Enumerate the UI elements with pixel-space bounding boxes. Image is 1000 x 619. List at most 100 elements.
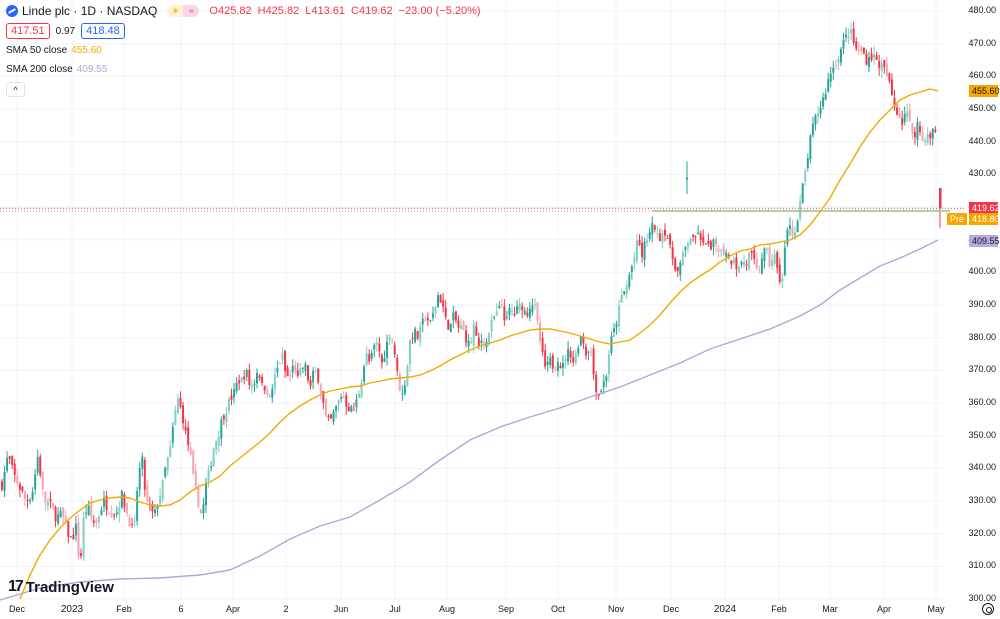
ohlc-change: −23.00 (−5.20%) (398, 5, 481, 17)
price-tick-label: 470.00 (968, 37, 996, 48)
candle-body (500, 304, 503, 306)
candle-body (3, 471, 6, 492)
candle-body (36, 457, 39, 473)
candle-body (41, 471, 44, 490)
sell-button[interactable]: 417.51 (6, 23, 50, 39)
last-price-tag: 419.62 (969, 202, 1000, 214)
candle-body (635, 240, 638, 261)
candle-body (625, 285, 628, 294)
sun-icon[interactable]: ☀ (167, 5, 184, 17)
candle-body (656, 232, 659, 234)
candle-body (707, 240, 710, 244)
candle-body (115, 512, 118, 515)
candle-body (896, 107, 899, 115)
candle-body (758, 269, 761, 272)
candle-body (595, 374, 598, 392)
candle-body (105, 495, 108, 510)
sma50-line (19, 88, 939, 600)
candle-body (97, 516, 100, 523)
candle-body (164, 467, 167, 477)
time-tick-label: Oct (550, 604, 566, 614)
candle-body (138, 468, 141, 490)
candle-body (143, 459, 146, 490)
candle-body (766, 248, 768, 250)
price-tick-label: 480.00 (968, 5, 996, 15)
candle-body (768, 247, 771, 267)
sma200-legend[interactable]: SMA 200 close 409.55 (6, 64, 108, 75)
candle-body (171, 426, 174, 443)
price-tick-label: 340.00 (968, 462, 996, 473)
candle-body (54, 507, 57, 522)
candle-body (110, 513, 113, 517)
candle-body (271, 389, 274, 399)
candle-body (261, 376, 264, 384)
candle-body (590, 351, 593, 353)
candle-body (291, 366, 294, 373)
candle-body (681, 252, 684, 266)
candle-body (753, 250, 756, 259)
candle-body (587, 351, 590, 353)
tradingview-mark-icon: 17 (8, 578, 24, 595)
tradingview-logo[interactable]: 17 TradingView (8, 578, 114, 596)
gear-icon[interactable] (982, 603, 994, 615)
candle-body (613, 328, 615, 333)
candle-body (358, 393, 360, 398)
candle-body (549, 357, 552, 366)
candle-body (748, 252, 751, 270)
candle-body (184, 426, 187, 431)
candle-body (651, 223, 654, 235)
candle-body (503, 306, 506, 321)
candle-body (222, 415, 225, 420)
candle-body (233, 389, 236, 398)
candle-body (434, 306, 437, 314)
candle-body (638, 239, 641, 246)
candle-body (108, 512, 111, 514)
candle-body (322, 391, 325, 403)
wave-icon[interactable]: ≈ (183, 5, 200, 17)
symbol-title[interactable]: Linde plc · 1D · NASDAQ (22, 4, 158, 18)
candle-body (852, 28, 855, 43)
candle-body (380, 355, 383, 363)
ohlc-open: O425.82 (209, 5, 252, 17)
candle-body (460, 325, 462, 329)
candle-body (424, 319, 427, 321)
candle-body (737, 267, 740, 272)
candle-body (125, 502, 128, 514)
buy-button[interactable]: 418.48 (81, 23, 125, 39)
sma50-legend[interactable]: SMA 50 close 455.60 (6, 45, 102, 56)
candle-body (658, 233, 661, 242)
time-tick-label: Aug (438, 604, 456, 614)
candle-body (253, 384, 256, 386)
candle-body (437, 295, 440, 307)
candle-body (722, 246, 725, 255)
candle-body (154, 509, 156, 514)
candle-body (462, 321, 465, 331)
candle-body (694, 235, 697, 237)
price-tick-label: 360.00 (968, 397, 996, 408)
candle-body (788, 225, 791, 229)
candle-body (799, 201, 802, 219)
candle-body (839, 48, 842, 63)
time-tick-label: Jul (389, 604, 401, 614)
candle-body (52, 502, 54, 509)
candle-body (373, 344, 376, 350)
candle-body (120, 490, 123, 508)
candle-body (258, 375, 261, 379)
candle-body (284, 351, 287, 372)
candle-body (350, 406, 353, 412)
candle-body (337, 400, 340, 405)
candle-body (776, 252, 779, 269)
candle-body (429, 319, 432, 321)
candle-body (403, 385, 406, 394)
candle-body (771, 260, 774, 267)
candle-body (577, 348, 580, 354)
candle-body (610, 336, 613, 354)
ohlc-high: H425.82 (257, 5, 300, 17)
premarket-price-tag: 418.80 (969, 213, 1000, 225)
candle-body (850, 29, 853, 34)
candle-body (207, 469, 210, 482)
collapse-legend-button[interactable]: ^ (6, 82, 25, 97)
candle-body (699, 233, 702, 240)
candle-body (490, 319, 493, 332)
